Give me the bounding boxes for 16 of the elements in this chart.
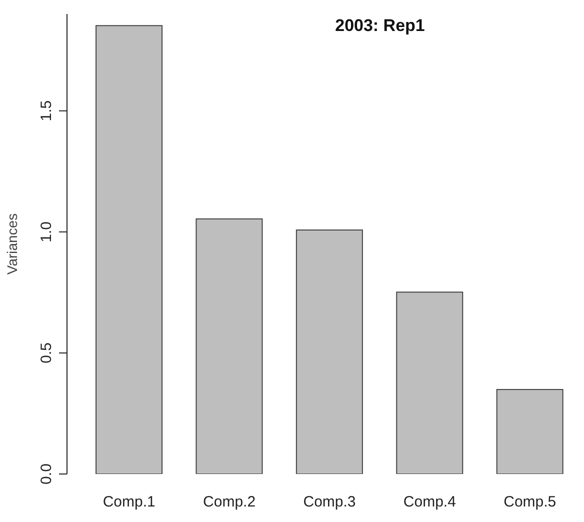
y-tick-label: 0.5 — [38, 342, 55, 364]
x-tick-label: Comp.2 — [203, 494, 256, 511]
chart-title: 2003: Rep1 — [334, 16, 426, 36]
x-tick-label: Comp.3 — [303, 494, 356, 511]
x-tick-label: Comp.4 — [403, 494, 456, 511]
bar — [496, 389, 564, 474]
y-tick-label: 1.0 — [38, 221, 55, 242]
x-tick-label: Comp.1 — [102, 494, 156, 511]
y-tick-label: 1.5 — [38, 100, 55, 122]
bar — [196, 218, 263, 474]
bar — [396, 292, 464, 474]
bar — [96, 25, 163, 474]
x-tick-label: Comp.5 — [504, 494, 556, 511]
y-tick-label: 0.0 — [38, 464, 55, 484]
y-axis-title: Variances — [4, 213, 20, 275]
bar — [296, 229, 363, 474]
